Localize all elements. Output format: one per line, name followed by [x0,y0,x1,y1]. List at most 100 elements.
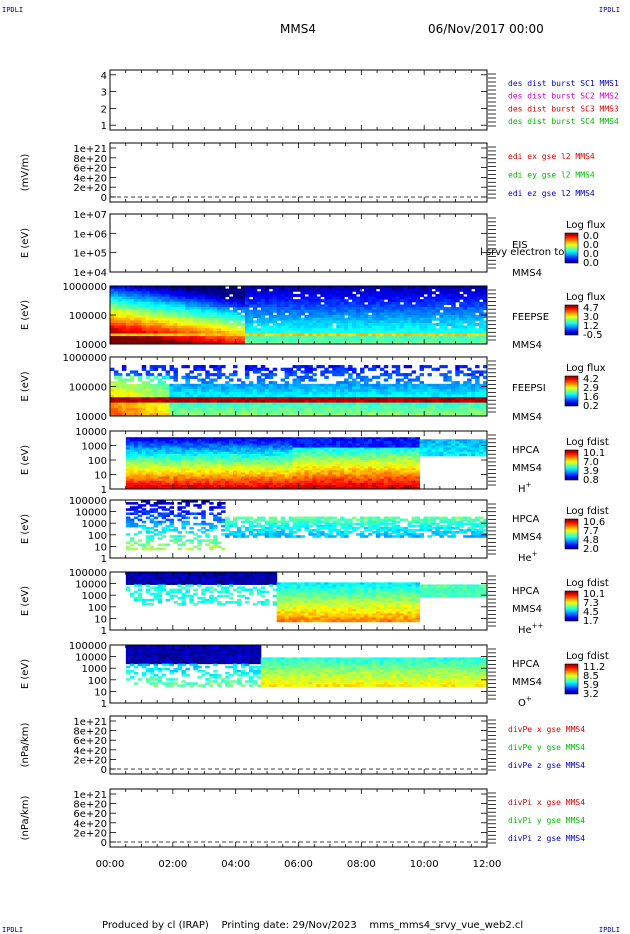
spectrogram-cell [213,309,218,313]
y-axis-label: (mV/m) [20,154,31,192]
spectrogram-cell [233,317,238,321]
spectrogram-cell [316,301,321,305]
spectrogram-cell [304,341,309,345]
overlay-label: l srvy electron to [480,247,564,258]
spectrogram-cell [304,299,309,303]
spectrogram-cell [240,286,246,290]
spectrogram-cell [308,307,313,311]
spectrogram-cell [205,325,210,329]
spectrogram-cell [169,375,174,379]
spectrogram-cell [213,315,218,319]
spectrogram-cell [312,328,317,332]
spectrogram-cell [209,299,214,303]
spectrogram-cell [173,378,178,382]
spectrogram-cell [189,299,194,303]
spectrogram-cell [256,299,262,303]
spectrogram-cell [133,330,139,334]
spectrogram-cell [233,325,238,329]
spectrogram-cell [185,317,190,321]
spectrogram-cell [213,373,218,377]
spectrogram-cell [455,299,460,303]
spectrogram-cell [145,317,151,321]
spectrogram-cell [264,336,270,340]
spectrogram-cell [161,320,167,324]
spectrogram-cell [141,328,147,332]
spectrogram-cell [193,341,198,345]
spectrogram-cell [209,309,214,313]
spectrogram-cell [221,315,226,319]
spectrogram-cell [157,365,163,369]
spectrogram-cell [256,336,262,340]
spectrogram-cell [110,286,115,290]
spectrogram-cell [125,322,131,327]
spectrogram-cell [248,320,254,324]
spectrogram-cell [141,299,147,303]
spectrogram-cell [419,293,425,298]
spectrogram-cell [332,341,337,345]
spectrogram-cell [320,341,325,345]
spectrogram-cell [268,296,274,300]
spectrogram-cell [312,367,317,371]
spectrogram-cell [328,322,333,327]
spectrogram-cell [217,325,222,329]
spectrogram-cell [221,296,226,300]
instrument-label: FEEPSE [512,312,549,323]
spectrogram-cell [197,336,202,340]
spectrogram-cell [455,373,460,377]
spectrogram-cell [296,304,301,308]
spectrogram-cell [217,320,222,324]
spectrogram-cell [189,336,194,340]
spectrogram-cell [169,336,174,340]
spectrogram-cell [113,315,119,319]
spectrogram-cell [173,291,178,295]
spectrogram-cell [248,322,254,327]
spectrogram-cell [229,296,234,300]
spectrogram-cell [320,373,325,377]
spectrogram-cell [165,312,171,316]
spectrogram-cell [320,365,325,369]
spectrogram-cell [110,330,115,334]
spectrogram-cell [177,291,182,295]
spectrogram-cell [328,293,333,298]
spectrogram-cell [205,338,210,342]
spectrogram-cell [141,301,147,305]
spectrogram-cell [137,288,143,292]
spectrogram-cell [447,301,452,305]
spectrogram-cell [165,317,171,321]
spectrogram-cell [193,315,198,319]
spectrogram-cell [288,291,294,295]
spectrogram-cell [205,299,210,303]
spectrogram-cell [149,293,155,298]
spectrogram-cell [165,296,171,300]
spectrogram-cell [221,320,226,324]
spectrogram-cell [296,325,301,329]
spectrogram-cell [205,320,210,324]
spectrogram-cell [332,291,337,295]
spectrogram-cell [121,336,127,340]
spectrogram-cell [256,315,262,319]
spectrogram-cell [308,312,313,316]
spectrogram-cell [276,312,282,316]
spectrogram-cell [280,288,286,292]
spectrogram-cell [169,341,174,345]
spectrogram-cell [292,320,298,324]
spectrogram-cell [161,286,167,290]
spectrogram-cell [197,338,202,342]
spectrogram-cell [475,309,480,313]
spectrogram-cell [213,333,218,337]
spectrogram-cell [264,333,270,337]
spectrogram-cell [213,291,218,295]
spectrogram-cell [110,307,115,311]
spectrogram-cell [316,365,321,369]
spectrogram-cell [229,336,234,340]
spectrogram-cell [129,333,135,337]
spectrogram-cell [328,341,333,345]
spectrogram-cell [276,301,282,305]
spectrogram-cell [272,309,278,313]
spectrogram-cell [110,304,115,308]
spectrogram-cell [260,317,266,321]
spectrogram-cell [181,375,186,379]
spectrogram-cell [459,365,464,369]
spectrogram-cell [185,336,190,340]
spectrogram-cell [284,341,290,345]
